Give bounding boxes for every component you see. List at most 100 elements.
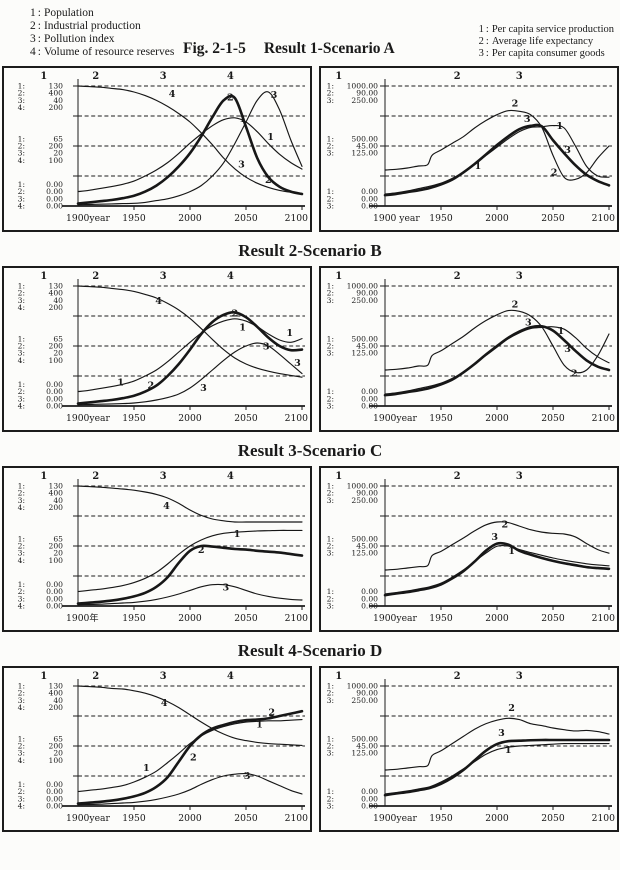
- legend-right-variables: 1: Per capita service production 2: Averag…: [479, 24, 614, 60]
- y-axis-value: 45.00: [356, 142, 378, 151]
- curve-index-marker: 2: [453, 71, 460, 82]
- y-axis-value: 130: [48, 82, 63, 91]
- curve-index-marker: 3: [515, 71, 522, 82]
- y-axis-value: 90.00: [356, 689, 378, 698]
- y-axis-value: 130: [48, 682, 63, 691]
- y-axis-prefix: 1:: [326, 734, 333, 743]
- y-axis-value: 200: [48, 142, 63, 151]
- x-tick-label: 2050: [234, 413, 258, 424]
- x-tick-label: 2100: [591, 413, 615, 424]
- y-axis-prefix: 4:: [17, 156, 24, 165]
- y-axis-value: 0.00: [46, 580, 63, 589]
- y-axis-value: 45.00: [356, 742, 378, 751]
- curve-per-capita-consumer-goods: [383, 324, 610, 397]
- y-axis-value: 40: [53, 496, 63, 505]
- y-axis-prefix: 2:: [326, 594, 333, 603]
- y-axis-prefix: 3:: [326, 696, 333, 705]
- y-axis-prefix: 1:: [17, 334, 24, 343]
- curve-index-marker: 3: [159, 271, 166, 282]
- legend-num: 4: [30, 46, 36, 58]
- y-axis-value: 0.00: [46, 202, 63, 211]
- curve-index-marker: 2: [453, 671, 460, 682]
- x-tick-label: 2100: [284, 413, 308, 424]
- curve-number-label: 2: [570, 369, 577, 380]
- chart-row-scenario-d: 1900year 1950 2000 2050 2100 1 2 3 4 1: 130 2: 400 3:…: [0, 666, 620, 832]
- y-axis-prefix: 3:: [17, 149, 24, 158]
- y-axis-prefix: 1:: [17, 82, 24, 91]
- legend-item: 3: Per capita consumer goods: [479, 48, 614, 60]
- y-axis-value: 0.00: [46, 602, 63, 611]
- y-axis-prefix: 2:: [17, 489, 24, 498]
- y-axis-value: 250.00: [351, 296, 378, 305]
- y-axis-value: 500.00: [351, 134, 378, 143]
- x-tick-label: 1900year: [66, 413, 110, 424]
- x-tick-label: 1900year: [66, 813, 110, 824]
- curve-number-label: 3: [564, 344, 571, 355]
- y-axis-value: 200: [48, 542, 63, 551]
- y-axis-prefix: 2:: [17, 387, 24, 396]
- y-axis-value: 40: [53, 296, 63, 305]
- y-axis-value: 0.00: [361, 787, 378, 796]
- y-axis-value: 125.00: [351, 549, 378, 558]
- x-tick-label: 2100: [284, 213, 308, 224]
- curve-volume-of-resource-reserves: [76, 485, 303, 523]
- y-axis-prefix: 3:: [17, 696, 24, 705]
- y-axis-prefix: 1:: [326, 682, 333, 691]
- legend-left-variables: 1: Population 2: Industrial production 3:P…: [30, 7, 174, 59]
- y-axis-prefix: 1:: [17, 734, 24, 743]
- y-axis-value: 0.00: [46, 380, 63, 389]
- curve-number-label: 2: [511, 98, 518, 109]
- x-tick-label: 2050: [541, 613, 565, 624]
- y-axis-value: 45.00: [356, 542, 378, 551]
- result-1-title: Result 1-Scenario A: [263, 40, 395, 57]
- curve-number-label: 3: [238, 160, 245, 171]
- x-tick-label: 1950: [122, 613, 146, 624]
- curve-index-marker: 1: [335, 271, 342, 282]
- curve-index-marker: 2: [92, 671, 99, 682]
- legend-item: 1: Per capita service production: [479, 24, 614, 36]
- x-tick-label: 2100: [591, 213, 615, 224]
- legend-label: Per capita consumer goods: [491, 48, 605, 59]
- y-axis-prefix: 2:: [17, 142, 24, 151]
- curve-pollution-index: [76, 772, 303, 806]
- curve-number-label: 1: [504, 745, 511, 756]
- curve-number-label: 1: [474, 161, 481, 172]
- y-axis-prefix: 1:: [17, 682, 24, 691]
- curve-population: [76, 529, 303, 593]
- y-axis-value: 250.00: [351, 696, 378, 705]
- y-axis-prefix: 3:: [17, 749, 24, 758]
- curve-index-marker: 4: [227, 71, 234, 82]
- x-tick-label: 2000: [485, 413, 509, 424]
- y-axis-prefix: 1:: [326, 282, 333, 291]
- curve-index-marker: 2: [92, 471, 99, 482]
- y-axis-prefix: 2:: [17, 289, 24, 298]
- y-axis-value: 1000.00: [346, 282, 378, 291]
- y-axis-value: 0.00: [46, 802, 63, 811]
- y-axis-value: 100: [48, 556, 63, 565]
- curve-number-label: 3: [262, 342, 269, 353]
- curve-index-marker: 4: [227, 671, 234, 682]
- y-axis-value: 200: [48, 742, 63, 751]
- curve-index-marker: 1: [335, 471, 342, 482]
- y-axis-prefix: 2:: [326, 89, 333, 98]
- legend-colon: :: [37, 33, 41, 45]
- chart-scenario-c-right: 1900year 1950 2000 2050 2100 1 2 3 1: 1000.00 2: 90…: [318, 466, 619, 632]
- section-title-result-2: Result 2-Scenario B: [238, 241, 382, 260]
- curve-number-label: 2: [197, 545, 204, 556]
- curve-number-label: 2: [231, 309, 238, 320]
- y-axis-prefix: 1:: [326, 334, 333, 343]
- y-axis-prefix: 4:: [17, 756, 24, 765]
- curve-industrial-production: [76, 311, 303, 405]
- y-axis-prefix: 1:: [17, 180, 24, 189]
- x-tick-label: 1950: [122, 213, 146, 224]
- y-axis-prefix: 3:: [326, 349, 333, 358]
- y-axis-prefix: 1:: [17, 580, 24, 589]
- curve-index-marker: 1: [335, 71, 342, 82]
- y-axis-value: 0.00: [361, 794, 378, 803]
- x-tick-label: 1900year: [373, 613, 417, 624]
- y-axis-value: 200: [48, 503, 63, 512]
- y-axis-value: 20: [53, 749, 63, 758]
